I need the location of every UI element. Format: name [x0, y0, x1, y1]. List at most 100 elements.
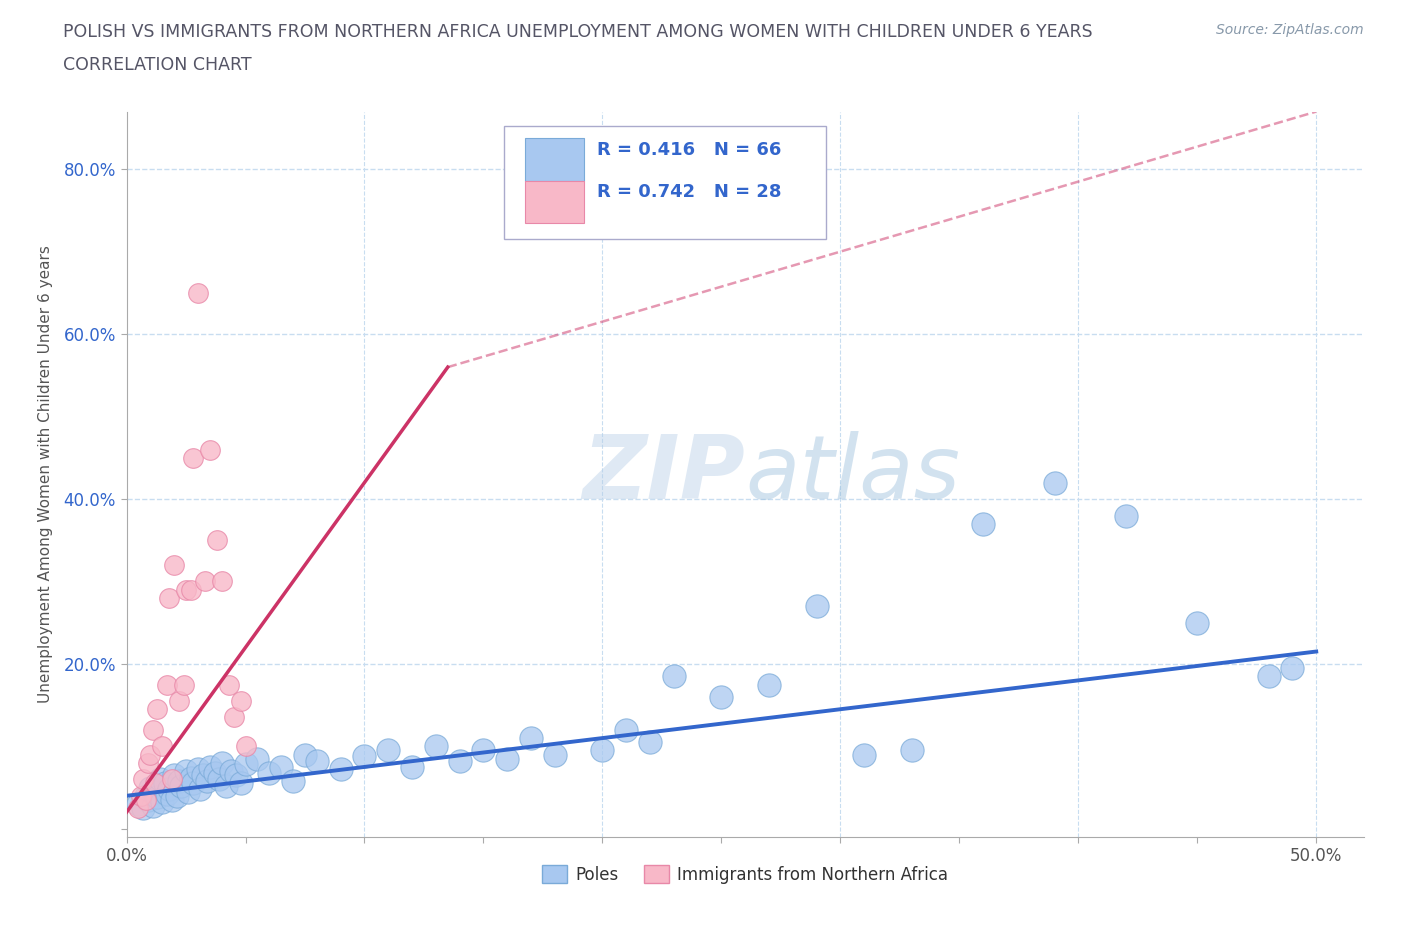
Point	[211, 755, 233, 770]
Point	[150, 795, 173, 810]
Point	[270, 760, 292, 775]
Point	[1187, 616, 1209, 631]
Point	[173, 677, 195, 692]
Point	[218, 677, 240, 692]
Point	[520, 731, 543, 746]
Point	[146, 790, 169, 804]
Point	[194, 574, 217, 589]
Point	[146, 702, 169, 717]
Point	[174, 764, 197, 778]
Point	[235, 757, 257, 772]
Point	[167, 694, 190, 709]
Point	[188, 782, 211, 797]
Point	[235, 738, 257, 753]
Point	[156, 787, 179, 802]
Point	[136, 792, 159, 807]
Point	[129, 789, 152, 804]
Point	[972, 516, 994, 531]
Text: CORRELATION CHART: CORRELATION CHART	[63, 56, 252, 73]
Text: POLISH VS IMMIGRANTS FROM NORTHERN AFRICA UNEMPLOYMENT AMONG WOMEN WITH CHILDREN: POLISH VS IMMIGRANTS FROM NORTHERN AFRIC…	[63, 23, 1092, 41]
Point	[205, 533, 228, 548]
Point	[177, 784, 200, 799]
Point	[305, 753, 328, 768]
Point	[135, 789, 157, 804]
Point	[198, 442, 221, 457]
Text: ZIP: ZIP	[582, 431, 745, 518]
Point	[229, 776, 252, 790]
Point	[225, 768, 247, 783]
Point	[127, 801, 149, 816]
Point	[219, 764, 242, 778]
Point	[900, 743, 922, 758]
Point	[662, 669, 685, 684]
Point	[157, 782, 180, 797]
Point	[187, 762, 209, 777]
Point	[143, 784, 166, 799]
Point	[222, 710, 245, 724]
Point	[1281, 660, 1303, 675]
Point	[135, 792, 157, 807]
Point	[132, 772, 155, 787]
Point	[163, 557, 186, 572]
Point	[160, 792, 183, 807]
Point	[139, 747, 162, 762]
Point	[246, 751, 269, 766]
Point	[1115, 508, 1137, 523]
Point	[449, 753, 471, 768]
Point	[136, 755, 159, 770]
Point	[181, 450, 204, 465]
Point	[472, 743, 495, 758]
Point	[259, 765, 281, 780]
Point	[191, 768, 214, 783]
Point	[180, 770, 202, 785]
Point	[806, 599, 828, 614]
Point	[853, 747, 876, 762]
Point	[591, 743, 613, 758]
Point	[614, 723, 637, 737]
Point	[181, 776, 204, 790]
Point	[132, 801, 155, 816]
Point	[496, 751, 519, 766]
Point	[139, 780, 162, 795]
Point	[156, 677, 179, 692]
FancyBboxPatch shape	[524, 139, 585, 180]
Point	[638, 735, 661, 750]
Point	[150, 738, 173, 753]
FancyBboxPatch shape	[524, 180, 585, 222]
Point	[160, 772, 183, 787]
Point	[166, 789, 188, 804]
Point	[710, 689, 733, 704]
Point	[149, 772, 172, 787]
Point	[187, 286, 209, 300]
Point	[281, 774, 304, 789]
Point	[198, 760, 221, 775]
Point	[157, 591, 180, 605]
Text: R = 0.416   N = 66: R = 0.416 N = 66	[596, 141, 782, 159]
Point	[180, 582, 202, 597]
Point	[229, 694, 252, 709]
Point	[204, 765, 226, 780]
Point	[1257, 669, 1279, 684]
Point	[353, 749, 375, 764]
Point	[143, 776, 166, 790]
Point	[211, 574, 233, 589]
Text: Source: ZipAtlas.com: Source: ZipAtlas.com	[1216, 23, 1364, 37]
Point	[1043, 475, 1066, 490]
Text: atlas: atlas	[745, 432, 960, 517]
Point	[197, 774, 219, 789]
Point	[170, 778, 193, 793]
FancyBboxPatch shape	[503, 126, 825, 239]
Point	[142, 723, 165, 737]
Y-axis label: Unemployment Among Women with Children Under 6 years: Unemployment Among Women with Children U…	[38, 246, 52, 703]
Point	[401, 760, 423, 775]
Point	[425, 738, 447, 753]
Point	[142, 798, 165, 813]
Point	[758, 677, 780, 692]
Point	[377, 743, 399, 758]
Point	[294, 747, 316, 762]
Point	[167, 774, 190, 789]
Text: R = 0.742   N = 28: R = 0.742 N = 28	[596, 183, 782, 201]
Point	[329, 762, 352, 777]
Point	[127, 797, 149, 812]
Point	[153, 776, 176, 790]
